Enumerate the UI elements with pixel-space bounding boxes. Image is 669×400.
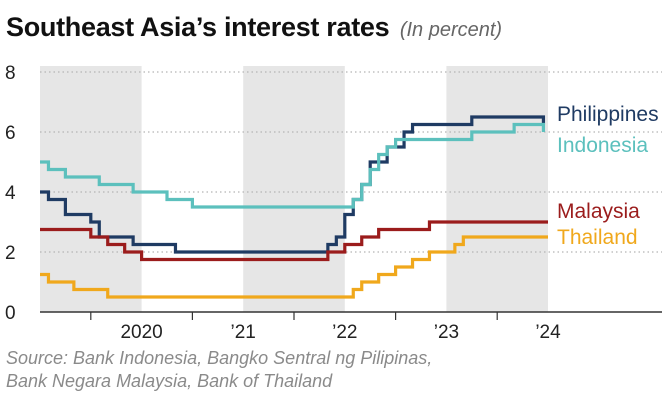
series-label: Thailand bbox=[557, 226, 638, 249]
shaded-band bbox=[243, 66, 345, 312]
source-note: Source: Bank Indonesia, Bangko Sentral n… bbox=[6, 347, 432, 393]
y-tick-label: 2 bbox=[5, 243, 16, 264]
series-label: Philippines bbox=[557, 103, 659, 126]
title-row: Southeast Asia’s interest rates (In perc… bbox=[6, 12, 502, 43]
y-tick-label: 8 bbox=[5, 63, 16, 84]
x-tick-label: ’21 bbox=[231, 322, 256, 343]
series-label: Malaysia bbox=[557, 200, 640, 223]
y-tick-label: 0 bbox=[5, 303, 16, 324]
y-tick-label: 6 bbox=[5, 123, 16, 144]
x-tick-label: 2020 bbox=[120, 322, 162, 343]
shaded-band bbox=[40, 66, 142, 312]
chart-subtitle: (In percent) bbox=[399, 19, 503, 41]
series-line bbox=[40, 122, 546, 209]
x-tick-label: ’22 bbox=[332, 322, 357, 343]
x-tick-label: ’23 bbox=[434, 322, 459, 343]
series-label: Indonesia bbox=[557, 134, 648, 157]
series-line bbox=[40, 235, 548, 299]
source-line-1: Source: Bank Indonesia, Bangko Sentral n… bbox=[6, 348, 433, 368]
series-line bbox=[40, 115, 546, 254]
chart-title: Southeast Asia’s interest rates bbox=[6, 12, 390, 42]
source-line-2: Bank Negara Malaysia, Bank of Thailand bbox=[6, 371, 333, 391]
x-tick-label: ’24 bbox=[535, 322, 561, 343]
shaded-band bbox=[446, 66, 548, 312]
series-line bbox=[40, 220, 548, 262]
y-tick-label: 4 bbox=[5, 183, 16, 204]
